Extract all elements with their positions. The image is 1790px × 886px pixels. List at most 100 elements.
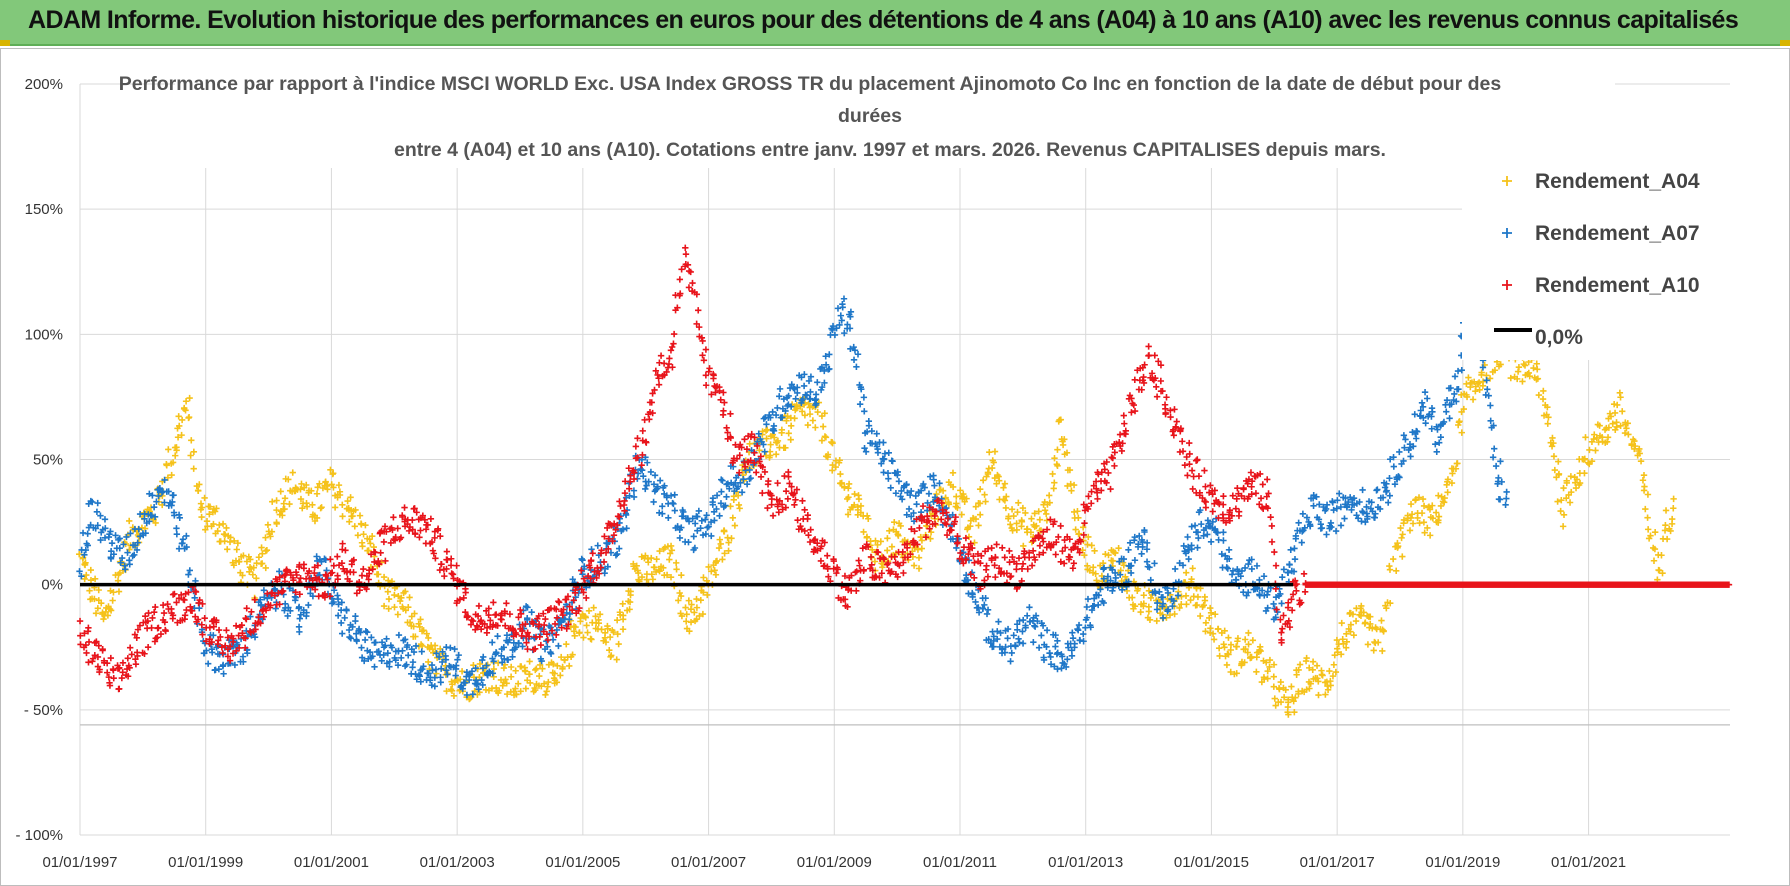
data-point <box>994 628 1001 635</box>
data-point <box>1023 612 1031 619</box>
data-point <box>559 611 566 619</box>
data-point <box>735 501 743 509</box>
data-point <box>685 538 692 546</box>
data-point <box>850 356 858 364</box>
data-point <box>536 672 543 680</box>
data-point <box>1668 515 1676 523</box>
data-point <box>453 599 460 607</box>
data-point <box>135 525 143 533</box>
data-point <box>1084 505 1092 513</box>
data-point <box>339 501 346 508</box>
data-point <box>330 587 338 594</box>
data-point <box>711 517 718 524</box>
legend-background <box>1462 160 1730 360</box>
data-point <box>394 611 402 618</box>
data-point <box>1128 395 1135 402</box>
data-point <box>787 403 795 410</box>
data-point <box>915 554 923 561</box>
data-point <box>1125 546 1132 554</box>
data-point <box>784 412 791 420</box>
data-point <box>106 605 114 613</box>
data-point <box>1307 680 1314 687</box>
data-point <box>1199 603 1206 611</box>
data-point <box>281 505 288 513</box>
data-point <box>1390 453 1397 461</box>
data-point <box>1559 523 1567 530</box>
data-point <box>1435 492 1442 499</box>
data-point <box>369 653 376 660</box>
data-point <box>1183 453 1190 461</box>
data-point <box>461 679 469 687</box>
data-point <box>1264 604 1271 612</box>
data-point <box>384 649 392 657</box>
data-point <box>1313 662 1321 669</box>
data-point <box>686 627 693 635</box>
data-point <box>938 516 945 523</box>
data-point <box>578 555 585 563</box>
data-point <box>1214 529 1221 536</box>
data-point <box>579 557 586 564</box>
data-point <box>410 648 418 656</box>
data-point <box>1534 366 1541 373</box>
data-point <box>1396 474 1403 481</box>
data-point <box>995 564 1003 572</box>
data-point <box>837 470 844 478</box>
data-point <box>165 446 172 453</box>
data-point <box>1380 627 1387 635</box>
data-point <box>930 476 937 483</box>
data-point <box>671 507 678 514</box>
data-point <box>76 617 84 625</box>
data-point <box>974 550 982 558</box>
data-point <box>411 530 419 537</box>
legend-marker-plus <box>1502 176 1512 186</box>
data-point <box>275 589 282 597</box>
data-point <box>1177 426 1184 434</box>
data-point <box>1001 554 1008 561</box>
data-point <box>126 557 133 564</box>
data-point <box>774 503 781 510</box>
data-point <box>465 676 473 684</box>
data-point <box>346 518 353 525</box>
data-point <box>345 626 353 634</box>
data-point <box>1391 480 1399 488</box>
data-point <box>773 496 780 503</box>
data-point <box>774 479 781 487</box>
data-point <box>1031 556 1039 564</box>
data-point <box>1083 614 1091 621</box>
data-point <box>206 503 214 510</box>
data-point <box>1181 461 1189 469</box>
data-point <box>951 518 959 525</box>
data-point <box>851 490 858 498</box>
data-point <box>1432 441 1439 448</box>
data-point <box>647 468 655 476</box>
data-point <box>524 629 531 636</box>
data-point <box>943 531 951 539</box>
data-point <box>1329 498 1336 505</box>
data-point <box>492 651 499 658</box>
data-point <box>475 602 483 610</box>
data-point <box>1383 480 1390 488</box>
data-point <box>1140 379 1148 387</box>
data-point <box>401 504 408 511</box>
data-point <box>834 566 842 573</box>
data-point <box>1232 576 1240 583</box>
data-point <box>399 512 406 519</box>
data-point <box>292 588 299 596</box>
data-point <box>1228 512 1236 519</box>
data-point <box>257 560 265 568</box>
data-point <box>1085 493 1092 500</box>
data-point <box>1448 401 1455 408</box>
data-point <box>903 481 910 488</box>
data-point <box>118 554 126 562</box>
data-point <box>1147 594 1155 602</box>
data-point <box>1220 514 1227 522</box>
data-point <box>984 606 992 613</box>
data-point <box>305 487 313 494</box>
data-point <box>462 608 469 616</box>
data-point <box>1015 499 1022 507</box>
data-point <box>814 379 821 386</box>
data-point <box>818 363 826 371</box>
data-point <box>1640 472 1648 479</box>
data-point <box>309 501 316 509</box>
data-point <box>489 670 497 677</box>
